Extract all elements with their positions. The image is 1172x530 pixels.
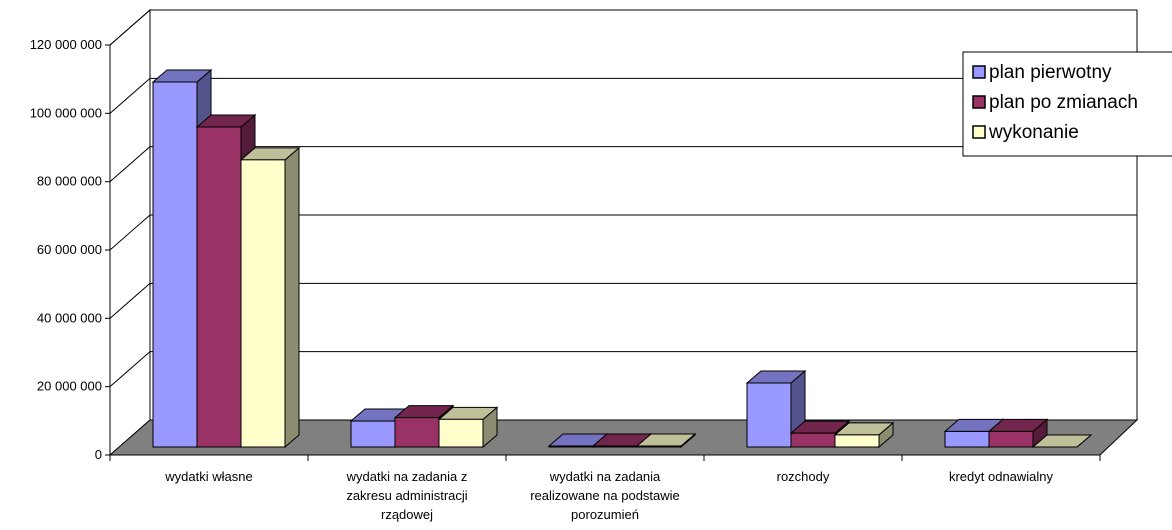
y-tick-label: 100 000 000 xyxy=(30,105,102,120)
x-category-label: rządowej xyxy=(381,507,433,522)
gridline-side xyxy=(109,214,151,251)
bar-top xyxy=(1031,434,1093,448)
gridline-side xyxy=(109,351,151,388)
bar xyxy=(1031,434,1093,448)
legend-label: wykonanie xyxy=(988,122,1079,143)
y-tick-label: 120 000 000 xyxy=(30,37,102,52)
x-category-label: porozumień xyxy=(571,507,639,522)
y-tick-label: 20 000 000 xyxy=(37,379,102,394)
x-axis-labels: wydatki własne wydatki na zadania z zakres… xyxy=(164,469,1053,522)
legend-swatch xyxy=(972,125,986,139)
x-category-label: zakresu administracji xyxy=(346,488,467,503)
legend-box xyxy=(962,51,1172,157)
bar-front xyxy=(592,445,638,448)
bar xyxy=(833,421,895,449)
x-category-label: kredyt odnawialny xyxy=(949,469,1054,484)
y-axis-ticks: 0 20 000 000 40 000 000 60 000 000 80 000 00… xyxy=(30,37,110,462)
bar-front xyxy=(152,81,198,448)
bar-front xyxy=(196,126,242,448)
legend-label: plan po zmianach xyxy=(989,92,1138,113)
gridline-side xyxy=(109,77,151,114)
x-category-label: realizowane na podstawie xyxy=(530,488,680,503)
legend: plan pierwotny plan po zmianach wykonanie xyxy=(962,51,1172,157)
bar-front xyxy=(944,430,990,448)
legend-label: plan pierwotny xyxy=(989,62,1112,83)
bar-front xyxy=(350,420,396,448)
legend-swatch xyxy=(972,65,986,79)
x-category-label: wydatki własne xyxy=(164,469,252,484)
gridline-side xyxy=(109,282,151,319)
x-category-label: rozchody xyxy=(777,469,830,484)
gridline-side xyxy=(109,9,151,46)
bar-front xyxy=(438,418,484,448)
bar-front xyxy=(636,445,682,448)
y-tick-label: 80 000 000 xyxy=(37,174,102,189)
y-tick-label: 0 xyxy=(95,447,102,462)
bars xyxy=(151,68,1093,449)
x-category-label: wydatki na zadania z xyxy=(346,469,468,484)
bar-side xyxy=(284,146,300,449)
bar-front xyxy=(834,434,880,448)
bar xyxy=(635,432,697,449)
bar-front xyxy=(240,159,286,448)
y-tick-label: 40 000 000 xyxy=(37,310,102,325)
legend-swatch xyxy=(972,95,986,109)
gridline-side xyxy=(109,146,151,183)
x-category-label: wydatki na zadania xyxy=(549,469,661,484)
bar xyxy=(239,146,301,449)
bar xyxy=(437,406,499,449)
bar-front xyxy=(988,430,1034,448)
bar-front xyxy=(790,432,836,448)
bar-front xyxy=(746,382,792,448)
y-tick-label: 60 000 000 xyxy=(37,242,102,257)
bar-front xyxy=(548,445,594,448)
bar-front xyxy=(394,417,440,448)
